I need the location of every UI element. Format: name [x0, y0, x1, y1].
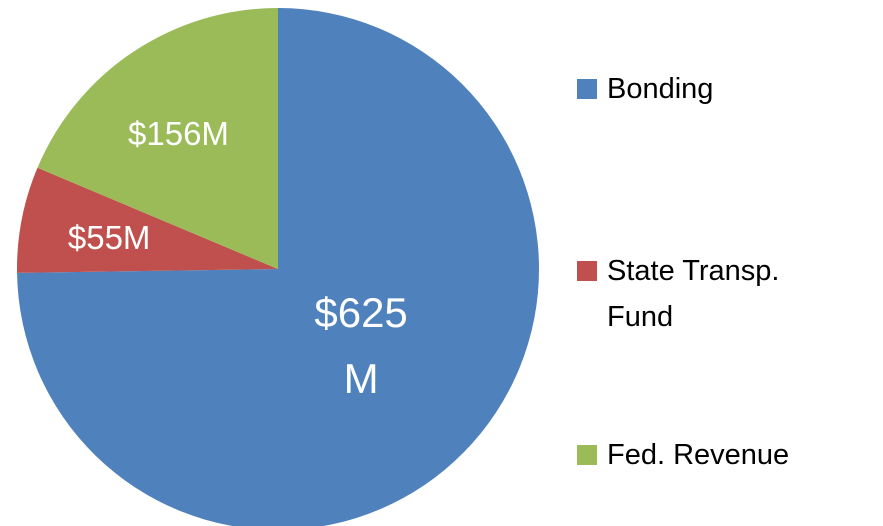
legend-swatch [577, 79, 597, 99]
data-label: $625M [314, 288, 408, 402]
legend-label: State Transp. Fund [607, 255, 780, 333]
pie-slice [37, 8, 278, 269]
legend-item: Fed. Revenue [577, 432, 827, 478]
legend-label: Fed. Revenue [607, 439, 790, 471]
pie-slice [17, 8, 539, 526]
legend-swatch [577, 445, 597, 465]
legend-item: State Transp. Fund [577, 248, 827, 340]
legend-label: Bonding [607, 73, 714, 105]
legend-item: Bonding [577, 66, 827, 112]
pie-slice [17, 167, 279, 273]
data-label: $55M [67, 219, 151, 257]
legend-swatch [577, 261, 597, 281]
data-label: $156M [128, 115, 229, 153]
